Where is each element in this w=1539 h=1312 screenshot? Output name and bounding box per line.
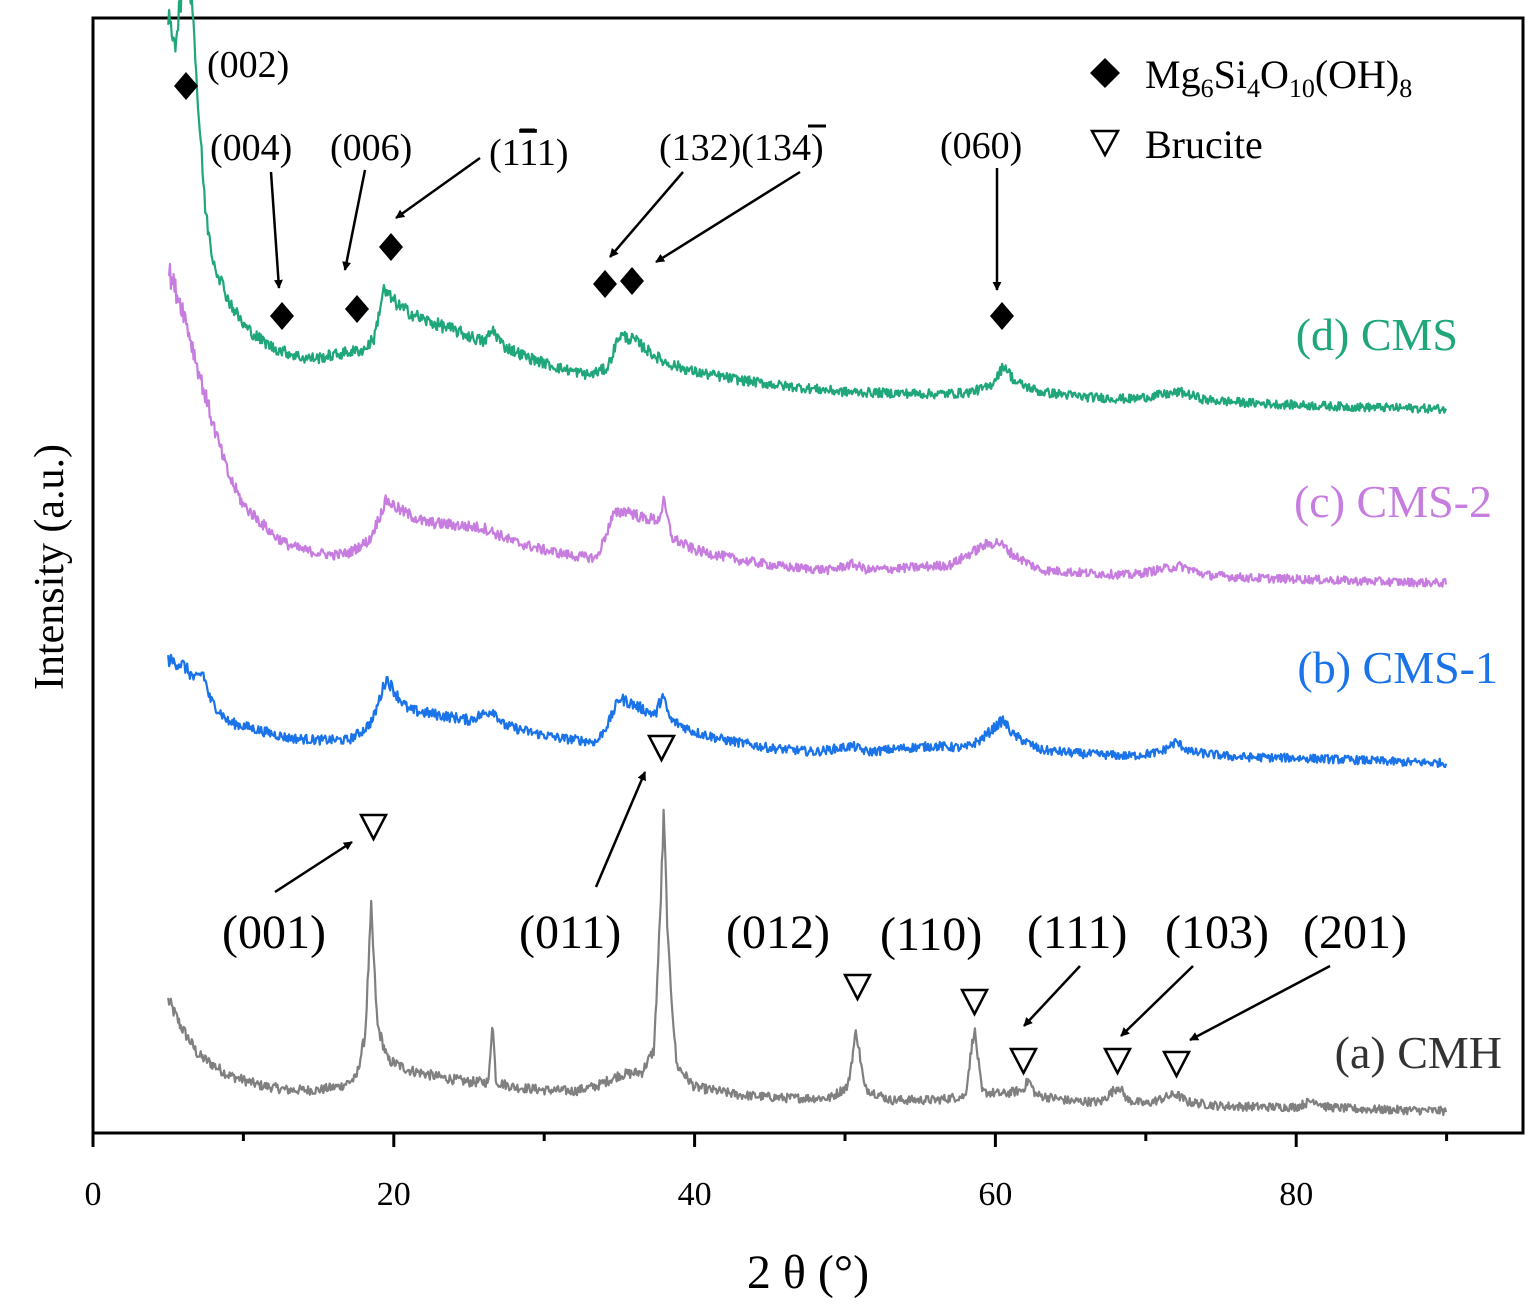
peak-label-132-1-34: (132)(134)	[659, 127, 824, 169]
peak-label-001: (001)	[222, 906, 326, 959]
arrow-001	[274, 840, 353, 894]
peak-marker-132	[593, 270, 617, 298]
x-axis: 0 20 40 60 80	[85, 1133, 1449, 1213]
peak-marker-002	[174, 72, 198, 100]
series-layer	[167, 0, 1448, 1117]
peak-label-004: (004)	[210, 127, 292, 169]
series-line-3	[167, 0, 1448, 415]
legend-triangle-marker	[1089, 129, 1121, 158]
peak-label-103: (103)	[1165, 906, 1269, 959]
x-tick-label: 20	[377, 1176, 411, 1213]
peak-label-111: (111)	[1027, 906, 1127, 959]
x-tick-label: 80	[1279, 1176, 1313, 1213]
series-label-c: (c) CMS-2	[1294, 476, 1492, 527]
peak-marker-103	[1102, 1047, 1133, 1076]
peak-marker-004	[270, 302, 294, 330]
peak-label-006: (006)	[330, 127, 412, 169]
peak-marker-110	[959, 988, 990, 1017]
series-line-1	[167, 653, 1448, 769]
legend: Mg6Si4O10(OH)8 Brucite	[1089, 52, 1412, 167]
arrow-111	[1023, 965, 1081, 1027]
peak-label-1-11: (111)	[489, 132, 569, 174]
arrow-132	[609, 171, 684, 258]
arrow-103	[1120, 965, 1194, 1037]
x-tick-label: 0	[85, 1176, 102, 1213]
peak-marker-111	[1008, 1047, 1039, 1076]
series-label-a: (a) CMH	[1335, 1027, 1502, 1078]
series-line-2	[167, 262, 1448, 588]
peak-label-002: (002)	[207, 44, 289, 86]
x-axis-label: 2 θ (°)	[747, 1246, 869, 1299]
peak-label-060: (060)	[940, 125, 1022, 167]
arrow-1-11	[395, 156, 481, 220]
x-tick-label: 60	[978, 1176, 1012, 1213]
peak-marker-001	[358, 813, 389, 842]
series-label-b: (b) CMS-1	[1297, 642, 1498, 693]
arrow-004	[269, 171, 283, 289]
peak-label-011: (011)	[519, 906, 621, 959]
peak-label-110: (110)	[880, 908, 982, 961]
peak-marker-012	[842, 973, 873, 1002]
peak-marker-201	[1161, 1050, 1192, 1079]
brucite-annotations: (001) (011) (012) (110) (111) (103) (201…	[222, 734, 1407, 1079]
x-tick-label: 40	[678, 1176, 712, 1213]
peak-marker-060	[990, 302, 1014, 330]
arrow-201	[1189, 964, 1331, 1042]
legend-label-serpentine: Mg6Si4O10(OH)8	[1145, 52, 1412, 103]
plot-frame	[91, 16, 1525, 1135]
peak-marker-1-11	[379, 233, 403, 261]
series-label-d: (d) CMS	[1296, 309, 1458, 360]
legend-diamond-marker	[1090, 58, 1120, 88]
peak-label-012: (012)	[726, 906, 830, 959]
peak-label-201: (201)	[1303, 906, 1407, 959]
y-axis-label: Intensity (a.u.)	[27, 444, 73, 690]
peak-marker-011	[646, 734, 677, 763]
peak-marker-006	[345, 295, 369, 323]
arrow-011	[594, 771, 647, 888]
serpentine-annotations: (002) (004) (006) (111) (132)(134) (060)	[174, 44, 1022, 330]
legend-label-brucite: Brucite	[1145, 122, 1263, 167]
series-line-0	[167, 808, 1448, 1117]
arrow-006	[342, 169, 367, 271]
peak-marker-1-34	[620, 267, 644, 295]
arrow-1-34	[655, 170, 801, 264]
